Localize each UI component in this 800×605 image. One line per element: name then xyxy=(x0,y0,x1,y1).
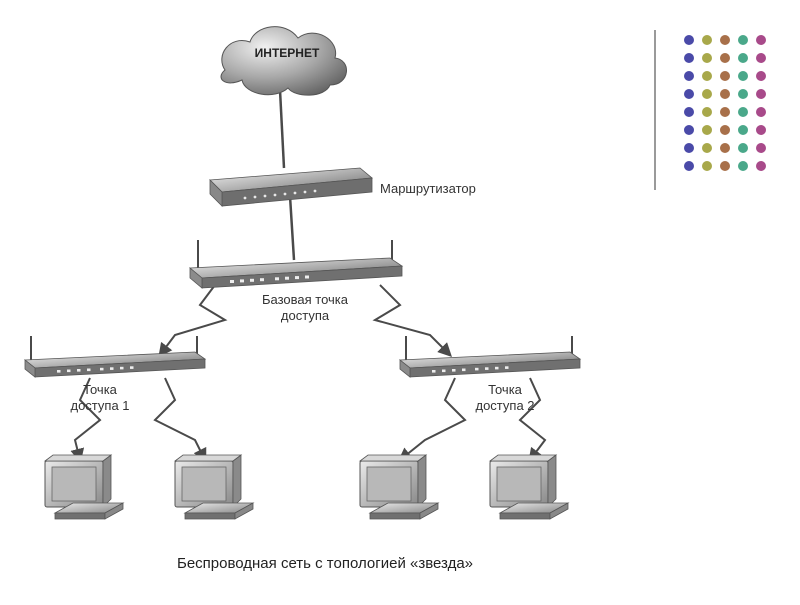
decoration-dot xyxy=(756,35,766,45)
decoration-dot xyxy=(738,89,748,99)
internet-label: ИНТЕРНЕТ xyxy=(252,47,322,60)
decoration-dot xyxy=(756,89,766,99)
decoration-dot xyxy=(738,143,748,153)
ap1-icon xyxy=(25,336,205,377)
decoration-dot xyxy=(702,71,712,81)
ap2-icon xyxy=(400,336,580,377)
decoration-dot xyxy=(720,35,730,45)
decoration-dot xyxy=(720,125,730,135)
decoration-dot xyxy=(702,143,712,153)
ap2-label: Точка доступа 2 xyxy=(465,382,545,413)
decoration-dot xyxy=(738,161,748,171)
decoration-dot xyxy=(702,161,712,171)
decoration-dot xyxy=(720,89,730,99)
decoration-dot xyxy=(684,161,694,171)
base-ap-label: Базовая точка доступа xyxy=(245,292,365,323)
network-diagram: ИНТЕРНЕТ Маршрутизатор Базовая точка дос… xyxy=(0,0,800,600)
decoration-dot xyxy=(720,53,730,63)
decoration-dot xyxy=(738,35,748,45)
decoration-dot xyxy=(702,107,712,117)
pc1-icon xyxy=(45,455,123,519)
internet-cloud-icon xyxy=(221,27,346,96)
decoration-dot xyxy=(720,161,730,171)
pc4-icon xyxy=(490,455,568,519)
base-ap-icon xyxy=(190,240,402,288)
link-router-baseap xyxy=(290,196,294,260)
decoration-dot xyxy=(702,53,712,63)
decoration-dot xyxy=(684,71,694,81)
decoration-dot xyxy=(684,125,694,135)
decoration-dot xyxy=(738,71,748,81)
decoration-dot xyxy=(738,125,748,135)
decoration-dot xyxy=(720,71,730,81)
link-cloud-router xyxy=(280,90,284,168)
wifi-link-ap1-pc2 xyxy=(155,378,205,460)
decoration-dot xyxy=(720,143,730,153)
decoration-dot xyxy=(702,125,712,135)
decoration-dot xyxy=(702,35,712,45)
diagram-svg xyxy=(0,0,800,600)
pc2-icon xyxy=(175,455,253,519)
wifi-link-baseap-ap2 xyxy=(375,285,450,355)
decoration-dot xyxy=(684,143,694,153)
ap1-label: Точка доступа 1 xyxy=(60,382,140,413)
decoration-dot xyxy=(684,89,694,99)
decoration-dot xyxy=(756,143,766,153)
wifi-link-baseap-ap1 xyxy=(160,285,225,355)
decoration-dot xyxy=(738,53,748,63)
decoration-dot xyxy=(702,89,712,99)
diagram-caption: Беспроводная сеть с топологией «звезда» xyxy=(125,555,525,572)
decoration-dot xyxy=(756,161,766,171)
decoration-dot xyxy=(684,53,694,63)
decoration-dot xyxy=(756,125,766,135)
decoration-dot xyxy=(684,107,694,117)
wifi-link-ap2-pc3 xyxy=(400,378,465,460)
dot-grid-decoration xyxy=(684,35,770,175)
decoration-dot xyxy=(720,107,730,117)
decoration-dot xyxy=(756,53,766,63)
router-label: Маршрутизатор xyxy=(380,181,476,197)
decoration-dot xyxy=(756,107,766,117)
decoration-dot xyxy=(756,71,766,81)
pc3-icon xyxy=(360,455,438,519)
decoration-dot xyxy=(684,35,694,45)
decoration-dot xyxy=(738,107,748,117)
